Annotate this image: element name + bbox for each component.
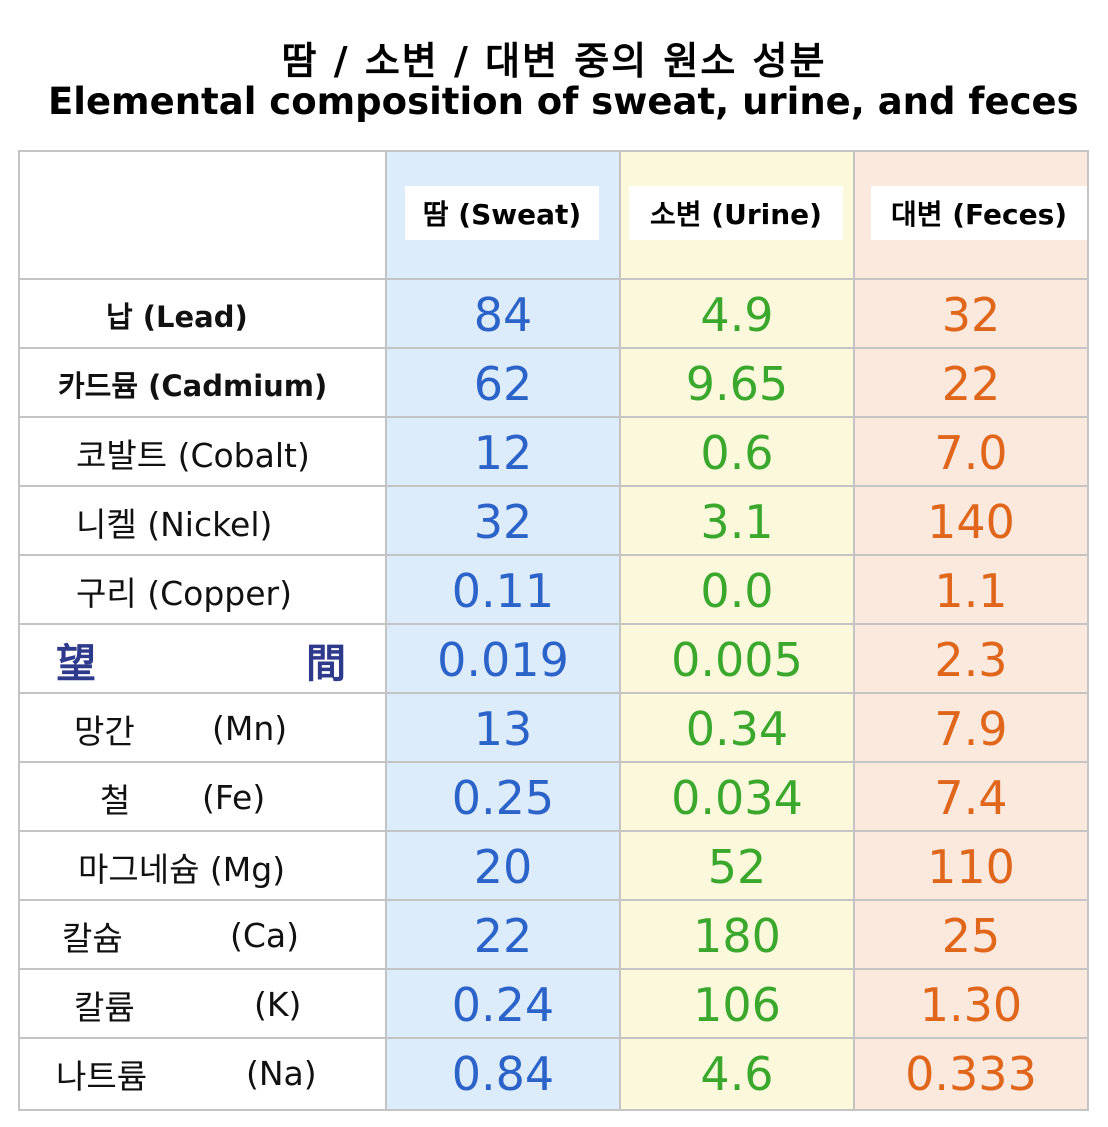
title-english: Elemental composition of sweat, urine, a… [48, 80, 1079, 123]
element-name-left: 철 [100, 780, 131, 820]
feces-value: 32 [941, 287, 1001, 342]
element-name-left: 칼륨 [74, 987, 135, 1027]
urine-value: 3.1 [700, 494, 774, 549]
table-row: 니켈 (Nickel) 32 3.1 140 [18, 487, 1089, 556]
sweat-value: 0.25 [451, 770, 555, 825]
element-name-right: (Ca) [230, 916, 300, 955]
urine-value: 4.9 [700, 287, 774, 342]
element-name-left: 망간 [74, 711, 135, 751]
feces-value: 140 [927, 494, 1015, 549]
grid-line [18, 692, 1089, 694]
feces-value: 7.9 [934, 701, 1008, 756]
table-row: 칼륨 (K) 0.24 106 1.30 [18, 970, 1089, 1039]
grid-line [619, 150, 621, 1111]
urine-value: 0.6 [700, 425, 774, 480]
urine-column-bg [620, 150, 854, 1111]
element-name: 코발트 (Cobalt) [76, 435, 310, 475]
table-row: 칼슘 (Ca) 22 180 25 [18, 901, 1089, 970]
table-row: 철 (Fe) 0.25 0.034 7.4 [18, 763, 1089, 832]
table-row: 카드뮴 (Cadmium) 62 9.65 22 [18, 349, 1089, 418]
grid-line [385, 150, 387, 1111]
urine-value: 180 [693, 908, 781, 963]
feces-column-bg [854, 150, 1089, 1111]
feces-value: 1.1 [934, 563, 1008, 618]
label-column-bg [18, 150, 386, 1111]
element-name: 니켈 (Nickel) [76, 504, 273, 544]
element-name-left: 나트륨 [56, 1056, 148, 1096]
urine-value: 4.6 [700, 1046, 774, 1101]
grid-line [18, 150, 20, 1111]
feces-value: 7.0 [934, 425, 1008, 480]
sweat-value: 22 [473, 908, 533, 963]
sweat-value: 84 [473, 287, 533, 342]
grid-line [18, 968, 1089, 970]
grid-line [18, 554, 1089, 556]
urine-value: 0.34 [685, 701, 789, 756]
element-name: 마그네슘 (Mg) [78, 849, 286, 889]
table-row: 나트륨 (Na) 0.84 4.6 0.333 [18, 1039, 1089, 1109]
element-name-left: 칼슘 [62, 918, 123, 958]
table-row: 마그네슘 (Mg) 20 52 110 [18, 832, 1089, 901]
header-sweat: 땀 (Sweat) [405, 186, 599, 240]
grid-line [18, 347, 1089, 349]
urine-value: 0.034 [671, 770, 803, 825]
element-name-right: (K) [254, 985, 302, 1024]
grid-line [18, 1037, 1089, 1039]
element-name-right: (Fe) [202, 778, 266, 817]
urine-value: 106 [693, 977, 781, 1032]
grid-line [18, 150, 1089, 152]
header-feces: 대변 (Feces) [871, 186, 1087, 240]
sweat-value: 0.019 [437, 632, 569, 687]
element-name-right: 間 [306, 639, 346, 687]
sweat-value: 0.24 [451, 977, 555, 1032]
table-row: 망간 (Mn) 13 0.34 7.9 [18, 694, 1089, 763]
grid-line [18, 416, 1089, 418]
element-name-right: (Na) [246, 1054, 317, 1093]
feces-value: 1.30 [919, 977, 1023, 1032]
grid-line [18, 278, 1089, 280]
feces-value: 25 [941, 908, 1001, 963]
composition-table: 땀 (Sweat) 소변 (Urine) 대변 (Feces) 납 (Lead)… [18, 150, 1089, 1111]
feces-value: 22 [941, 356, 1001, 411]
grid-line [18, 899, 1089, 901]
table-row: 구리 (Copper) 0.11 0.0 1.1 [18, 556, 1089, 625]
grid-line [18, 485, 1089, 487]
sweat-value: 62 [473, 356, 533, 411]
urine-value: 9.65 [685, 356, 789, 411]
feces-value: 0.333 [905, 1046, 1037, 1101]
sweat-value: 0.84 [451, 1046, 555, 1101]
feces-value: 7.4 [934, 770, 1008, 825]
element-name: 카드뮴 (Cadmium) [58, 368, 328, 403]
element-name-left: 望 [56, 639, 96, 687]
grid-line [18, 830, 1089, 832]
sweat-value: 32 [473, 494, 533, 549]
grid-line [18, 623, 1089, 625]
urine-value: 52 [707, 839, 767, 894]
sweat-value: 12 [473, 425, 533, 480]
element-name: 납 (Lead) [106, 299, 248, 334]
feces-value: 110 [927, 839, 1015, 894]
table-row: 코발트 (Cobalt) 12 0.6 7.0 [18, 418, 1089, 487]
table-row: 납 (Lead) 84 4.9 32 [18, 280, 1089, 349]
grid-line [853, 150, 855, 1111]
element-name-right: (Mn) [212, 709, 288, 748]
sweat-value: 0.11 [451, 563, 555, 618]
table-row: 望 間 0.019 0.005 2.3 [18, 625, 1089, 694]
element-name: 구리 (Copper) [76, 573, 292, 613]
sweat-value: 13 [473, 701, 533, 756]
grid-line [18, 1109, 1089, 1111]
title-korean: 땀 / 소변 / 대변 중의 원소 성분 [281, 39, 827, 83]
sweat-column-bg [386, 150, 620, 1111]
grid-line [18, 761, 1089, 763]
urine-value: 0.005 [671, 632, 803, 687]
sweat-value: 20 [473, 839, 533, 894]
grid-line [1087, 150, 1089, 1111]
header-urine: 소변 (Urine) [629, 186, 843, 240]
urine-value: 0.0 [700, 563, 774, 618]
feces-value: 2.3 [934, 632, 1008, 687]
